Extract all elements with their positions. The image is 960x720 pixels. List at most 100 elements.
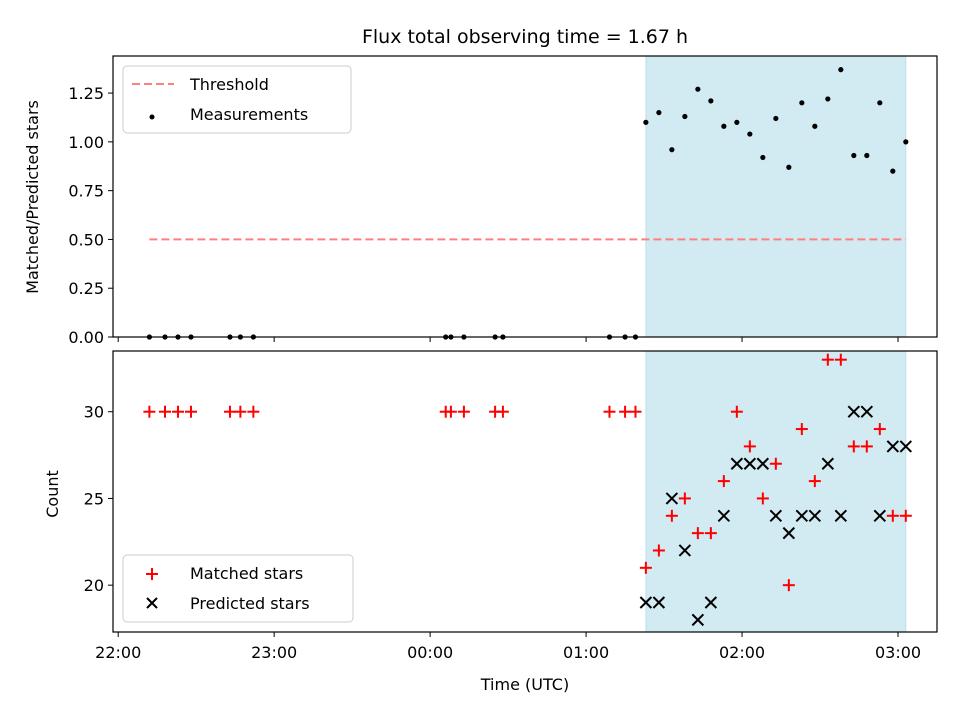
measurement-point <box>760 154 766 161</box>
legend-measurements-swatch <box>149 114 155 120</box>
y-tick-label: 0.25 <box>68 279 104 298</box>
measurement-point <box>682 113 688 120</box>
matched-star-point <box>158 405 171 418</box>
predicted-star-mark <box>899 440 913 453</box>
x-tick-label: 23:00 <box>251 643 297 662</box>
y-tick-label: 30 <box>84 403 104 422</box>
predicted-star-mark <box>808 509 822 522</box>
y-tick-label: 0.00 <box>68 328 104 347</box>
matched-star-point <box>756 492 769 505</box>
measurement-point <box>747 131 753 137</box>
predicted-star-mark <box>717 509 731 522</box>
predicted-star-point <box>821 457 835 470</box>
x-tick-label: 00:00 <box>407 643 453 662</box>
predicted-star-point <box>717 509 731 522</box>
matched-star-point <box>234 405 247 418</box>
legend-predicted-label: Predicted stars <box>190 594 310 613</box>
legend-threshold-label: Threshold <box>189 75 269 94</box>
predicted-star-point <box>743 457 757 470</box>
x-tick-label: 03:00 <box>875 643 921 662</box>
predicted-star-point <box>756 457 770 470</box>
matched-star-point <box>899 509 912 522</box>
predicted-star-mark <box>678 544 692 557</box>
measurement-point <box>656 109 662 116</box>
measurement-point <box>773 115 779 122</box>
predicted-star-point <box>652 596 666 609</box>
x-tick-label: 22:00 <box>95 643 141 662</box>
bottom-plot-frame <box>112 350 938 633</box>
matched-star-point <box>496 405 509 418</box>
predicted-star-mark <box>821 457 835 470</box>
y-tick-label: 25 <box>84 489 104 508</box>
measurement-point <box>734 119 740 125</box>
predicted-star-mark <box>834 509 848 522</box>
measurement-point <box>890 168 896 174</box>
top-y-axis: 0.00 0.25 0.50 0.75 1.00 1.25 <box>68 84 113 347</box>
bottom-legend: Matched stars Predicted stars <box>122 554 354 623</box>
measurement-point <box>877 100 883 106</box>
bottom-legend-box <box>122 554 354 623</box>
predicted-star-point <box>795 509 809 522</box>
matched-star-point <box>629 405 642 418</box>
predicted-star-mark <box>743 457 757 470</box>
bottom-x-axis: 22:00 23:00 00:00 01:00 02:00 03:00 <box>95 632 921 662</box>
x-tick-label: 02:00 <box>719 643 765 662</box>
predicted-star-mark <box>886 440 900 453</box>
matched-star-point <box>834 353 847 366</box>
matched-star-point <box>652 544 665 557</box>
bottom-y-axis-label: Count <box>43 470 62 518</box>
predicted-star-point <box>808 509 822 522</box>
predicted-star-point <box>678 544 692 557</box>
matched-star-point <box>247 405 260 418</box>
y-tick-label: 0.75 <box>68 182 104 201</box>
matched-star-point <box>808 475 821 488</box>
observing-span-top <box>645 55 907 338</box>
matched-star-point <box>886 509 899 522</box>
measurement-point <box>851 152 857 159</box>
measurement-point <box>838 67 844 73</box>
top-y-axis-label: Matched/Predicted stars <box>23 100 42 294</box>
matched-star-point <box>873 423 886 436</box>
measurement-point <box>799 100 805 106</box>
predicted-star-mark <box>769 509 783 522</box>
top-legend-box <box>122 65 352 134</box>
predicted-star-point <box>691 613 705 627</box>
predicted-star-mark <box>795 509 809 522</box>
matched-star-point <box>665 509 678 522</box>
predicted-star-point <box>769 509 783 522</box>
predicted-star-mark <box>691 613 705 627</box>
top-legend: Threshold Measurements <box>122 65 352 134</box>
matched-star-point <box>704 527 717 540</box>
predicted-star-mark <box>847 405 861 418</box>
matched-star-point <box>143 405 156 418</box>
predicted-star-point <box>886 440 900 453</box>
legend-matched-swatch <box>146 568 158 580</box>
y-tick-label: 1.25 <box>68 84 104 103</box>
legend-matched-label: Matched stars <box>190 564 303 583</box>
predicted-star-mark <box>730 457 744 470</box>
predicted-star-mark <box>756 457 770 470</box>
predicted-star-mark <box>704 596 718 609</box>
bottom-y-axis: 20 25 30 <box>84 403 113 595</box>
matched-stars-series <box>143 353 912 592</box>
legend-predicted-swatch <box>146 597 158 609</box>
matched-star-point <box>457 405 470 418</box>
predicted-star-point <box>704 596 718 609</box>
matched-star-point <box>171 405 184 418</box>
matched-star-point <box>619 405 632 418</box>
predicted-star-point <box>782 526 796 540</box>
predicted-star-point <box>899 440 913 453</box>
measurement-point <box>812 123 818 129</box>
top-plot-frame <box>112 55 938 338</box>
matched-star-point <box>184 405 197 418</box>
measurement-point <box>721 123 727 129</box>
matched-star-point <box>860 440 873 453</box>
predicted-star-mark <box>873 509 887 522</box>
matched-star-point <box>444 405 457 418</box>
predicted-star-point <box>665 492 679 505</box>
matched-star-point <box>603 405 616 418</box>
matched-star-point <box>691 527 704 540</box>
predicted-star-point <box>873 509 887 522</box>
predicted-star-point <box>639 596 653 609</box>
